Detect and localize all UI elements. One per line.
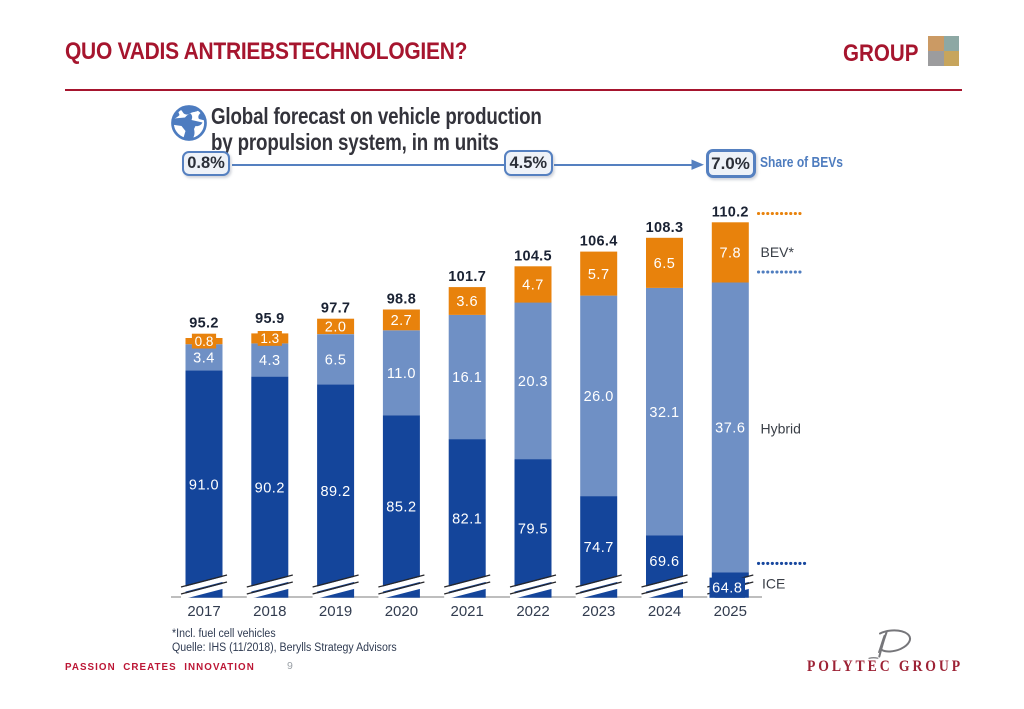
svg-text:95.9: 95.9 [255, 311, 284, 327]
svg-text:20.3: 20.3 [518, 374, 548, 390]
svg-text:3.4: 3.4 [193, 351, 215, 367]
svg-text:2024: 2024 [648, 603, 681, 620]
svg-text:2.7: 2.7 [391, 313, 413, 329]
svg-text:82.1: 82.1 [452, 512, 482, 528]
svg-text:97.7: 97.7 [321, 301, 350, 317]
svg-text:16.1: 16.1 [452, 370, 482, 386]
svg-text:2023: 2023 [582, 603, 615, 620]
svg-text:2022: 2022 [516, 603, 549, 620]
svg-text:37.6: 37.6 [715, 421, 745, 437]
svg-text:69.6: 69.6 [649, 554, 679, 570]
svg-text:98.8: 98.8 [387, 292, 416, 308]
svg-text:5.7: 5.7 [588, 267, 610, 283]
svg-text:4.7: 4.7 [522, 278, 544, 294]
svg-text:4.3: 4.3 [259, 353, 281, 369]
svg-text:2021: 2021 [451, 603, 484, 620]
svg-text:26.0: 26.0 [584, 389, 614, 405]
svg-text:89.2: 89.2 [320, 484, 350, 500]
svg-text:101.7: 101.7 [448, 269, 486, 285]
svg-text:2025: 2025 [714, 603, 747, 620]
svg-text:1.3: 1.3 [260, 331, 279, 346]
svg-text:2018: 2018 [253, 603, 286, 620]
svg-text:2.0: 2.0 [325, 320, 347, 336]
svg-text:BEV*: BEV* [761, 244, 795, 260]
svg-text:7.8: 7.8 [719, 246, 741, 262]
svg-text:6.5: 6.5 [325, 352, 347, 368]
svg-text:Hybrid: Hybrid [761, 421, 801, 437]
svg-text:2017: 2017 [187, 603, 220, 620]
svg-text:2020: 2020 [385, 603, 418, 620]
svg-text:32.1: 32.1 [649, 405, 679, 421]
svg-text:79.5: 79.5 [518, 522, 548, 538]
svg-text:ICE: ICE [762, 576, 785, 592]
svg-text:3.6: 3.6 [456, 294, 478, 310]
svg-text:110.2: 110.2 [712, 204, 749, 220]
svg-text:74.7: 74.7 [584, 540, 614, 556]
svg-text:6.5: 6.5 [654, 256, 676, 272]
svg-text:64.8: 64.8 [712, 581, 742, 597]
svg-text:106.4: 106.4 [580, 234, 618, 250]
svg-text:11.0: 11.0 [387, 366, 416, 382]
svg-text:91.0: 91.0 [189, 477, 219, 493]
svg-text:0.8: 0.8 [195, 334, 214, 349]
svg-text:104.5: 104.5 [514, 248, 552, 264]
svg-text:90.2: 90.2 [255, 480, 285, 496]
svg-text:95.2: 95.2 [189, 316, 218, 332]
svg-text:108.3: 108.3 [646, 220, 684, 236]
svg-text:85.2: 85.2 [386, 500, 416, 516]
svg-text:2019: 2019 [319, 603, 352, 620]
